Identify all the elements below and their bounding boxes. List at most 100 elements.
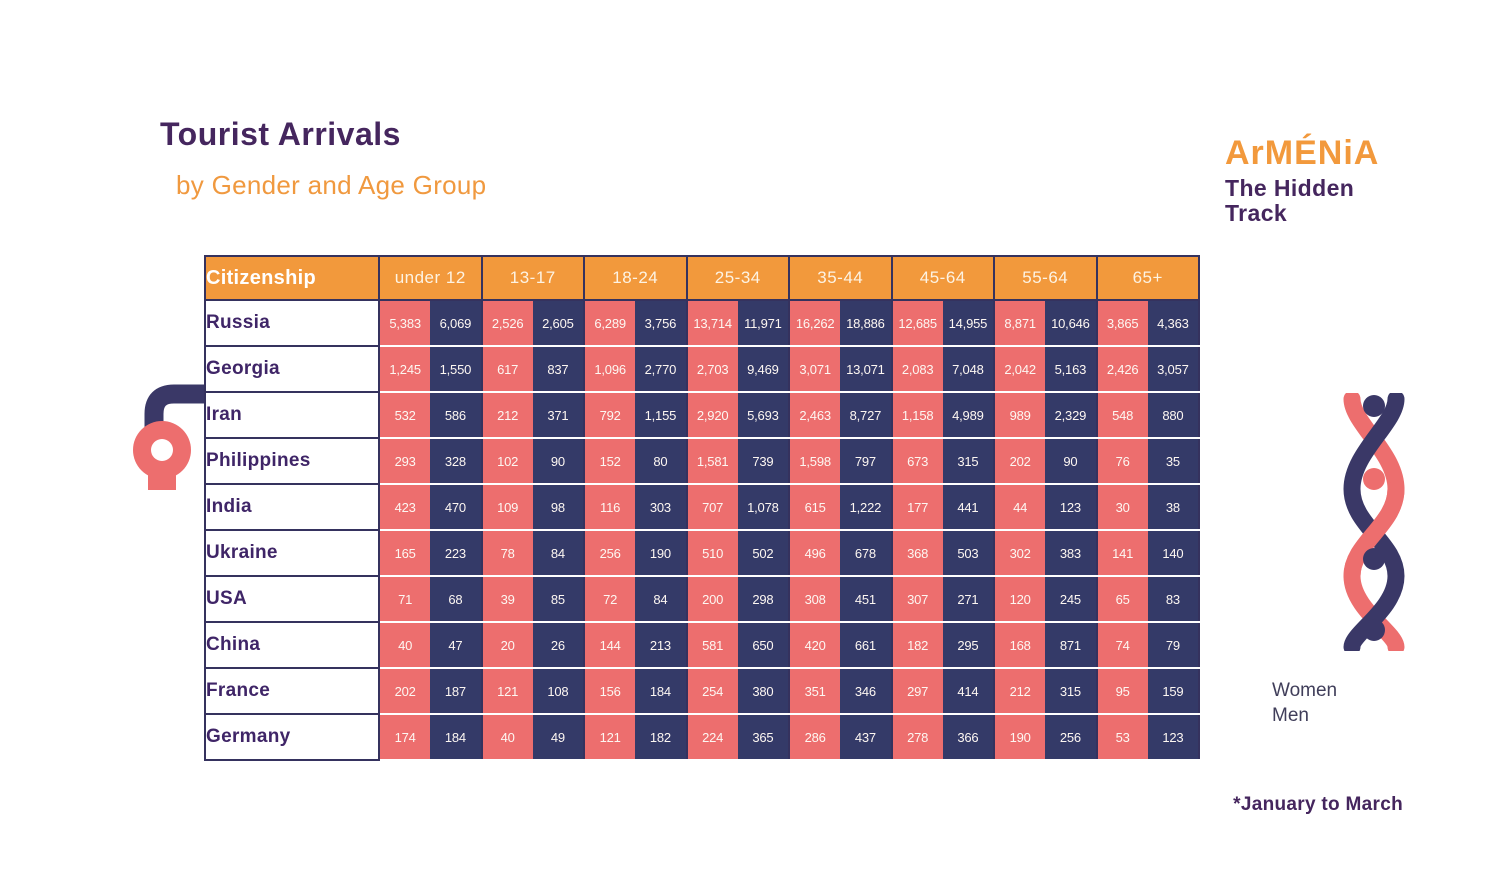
country-label: Russia: [204, 299, 380, 347]
age-group-header: 55-64: [993, 255, 1098, 301]
cell-men: 245: [1045, 576, 1097, 623]
men-swatch: [1215, 703, 1252, 728]
cell-men: 38: [1147, 484, 1201, 531]
table-header-row: Citizenship under 12 13-17 18-24 25-34 35-44…: [204, 255, 1200, 301]
brand-logo-text: ArMÉNiA: [1225, 134, 1380, 172]
cell-men: 315: [1045, 668, 1097, 715]
age-group-header: 18-24: [583, 255, 688, 301]
cell-women: 548: [1095, 392, 1148, 439]
cell-men: 451: [840, 576, 892, 623]
cell-women: 190: [992, 714, 1046, 761]
cell-women: 72: [582, 576, 636, 623]
cell-women: 212: [480, 392, 533, 439]
cell-men: 1,078: [737, 484, 789, 531]
country-label: Iran: [204, 391, 380, 439]
cell-women: 792: [582, 392, 636, 439]
cell-women: 297: [890, 668, 943, 715]
cell-women: 368: [890, 530, 943, 577]
table-row: India 423 470 109 98 116 303 707 1,078 615 1,222 17…: [204, 483, 1201, 531]
cell-men: 2,329: [1045, 392, 1097, 439]
cell-men: 1,155: [635, 392, 687, 439]
cell-women: 532: [377, 392, 431, 439]
cell-women: 2,083: [890, 346, 943, 393]
cell-men: 90: [1045, 438, 1097, 485]
cell-men: 184: [430, 714, 482, 761]
cell-men: 371: [532, 392, 584, 439]
country-label: USA: [204, 575, 380, 623]
cell-women: 2,526: [480, 300, 533, 347]
cell-men: 502: [737, 530, 789, 577]
cell-men: 4,363: [1147, 300, 1201, 347]
cell-men: 35: [1147, 438, 1201, 485]
cell-women: 2,703: [685, 346, 738, 393]
cell-women: 76: [1095, 438, 1148, 485]
cell-men: 83: [1147, 576, 1201, 623]
cell-women: 673: [890, 438, 943, 485]
cell-women: 165: [377, 530, 431, 577]
cell-women: 1,245: [377, 346, 431, 393]
cell-men: 85: [532, 576, 584, 623]
country-label: China: [204, 621, 380, 669]
cell-women: 144: [582, 622, 636, 669]
table-row: Georgia 1,245 1,550 617 837 1,096 2,770 2,703 9,…: [204, 345, 1201, 393]
cell-men: 47: [430, 622, 482, 669]
cell-men: 437: [840, 714, 892, 761]
cell-men: 10,646: [1045, 300, 1097, 347]
cell-men: 880: [1147, 392, 1201, 439]
cell-men: 84: [635, 576, 687, 623]
cell-men: 383: [1045, 530, 1097, 577]
cell-women: 5,383: [377, 300, 431, 347]
cell-men: 90: [532, 438, 584, 485]
cell-women: 116: [582, 484, 636, 531]
cell-women: 71: [377, 576, 431, 623]
cell-men: 49: [532, 714, 584, 761]
cell-women: 707: [685, 484, 738, 531]
table-row: Russia 5,383 6,069 2,526 2,605 6,289 3,756 13,7…: [204, 299, 1201, 347]
cell-women: 3,071: [787, 346, 841, 393]
cell-women: 617: [480, 346, 533, 393]
cell-women: 1,096: [582, 346, 636, 393]
cell-men: 79: [1147, 622, 1201, 669]
cell-women: 1,158: [890, 392, 943, 439]
cell-women: 40: [480, 714, 533, 761]
cell-men: 2,605: [532, 300, 584, 347]
table-row: China 40 47 20 26 144 213 581 650 420 661 182 295 168…: [204, 621, 1201, 669]
cell-men: 123: [1147, 714, 1201, 761]
cell-women: 177: [890, 484, 943, 531]
cell-men: 98: [532, 484, 584, 531]
cell-men: 84: [532, 530, 584, 577]
cell-men: 6,069: [430, 300, 482, 347]
cell-men: 295: [942, 622, 994, 669]
cell-men: 797: [840, 438, 892, 485]
cell-men: 2,770: [635, 346, 687, 393]
cell-men: 4,989: [942, 392, 994, 439]
cell-men: 18,886: [840, 300, 892, 347]
cell-women: 212: [992, 668, 1046, 715]
cell-men: 184: [635, 668, 687, 715]
cell-women: 102: [480, 438, 533, 485]
cell-women: 2,426: [1095, 346, 1148, 393]
cell-women: 174: [377, 714, 431, 761]
cell-women: 307: [890, 576, 943, 623]
cell-men: 271: [942, 576, 994, 623]
cell-women: 78: [480, 530, 533, 577]
cell-women: 302: [992, 530, 1046, 577]
cell-women: 53: [1095, 714, 1148, 761]
table-row: Philippines 293 328 102 90 152 80 1,581 739 1,598…: [204, 437, 1201, 485]
cell-men: 298: [737, 576, 789, 623]
women-swatch: [1215, 678, 1252, 703]
age-group-header: 65+: [1095, 255, 1200, 301]
age-group-header: 25-34: [685, 255, 790, 301]
whistle-icon: [133, 384, 214, 490]
cell-women: 2,042: [992, 346, 1046, 393]
cell-men: 159: [1147, 668, 1201, 715]
cell-men: 13,071: [840, 346, 892, 393]
table-row: France 202 187 121 108 156 184 254 380 351 346 297 4…: [204, 667, 1201, 715]
brand-logo: ArMÉNiA The Hidden Track: [1225, 136, 1415, 226]
cell-women: 44: [992, 484, 1046, 531]
cell-men: 190: [635, 530, 687, 577]
country-label: India: [204, 483, 380, 531]
cell-men: 256: [1045, 714, 1097, 761]
cell-men: 68: [430, 576, 482, 623]
